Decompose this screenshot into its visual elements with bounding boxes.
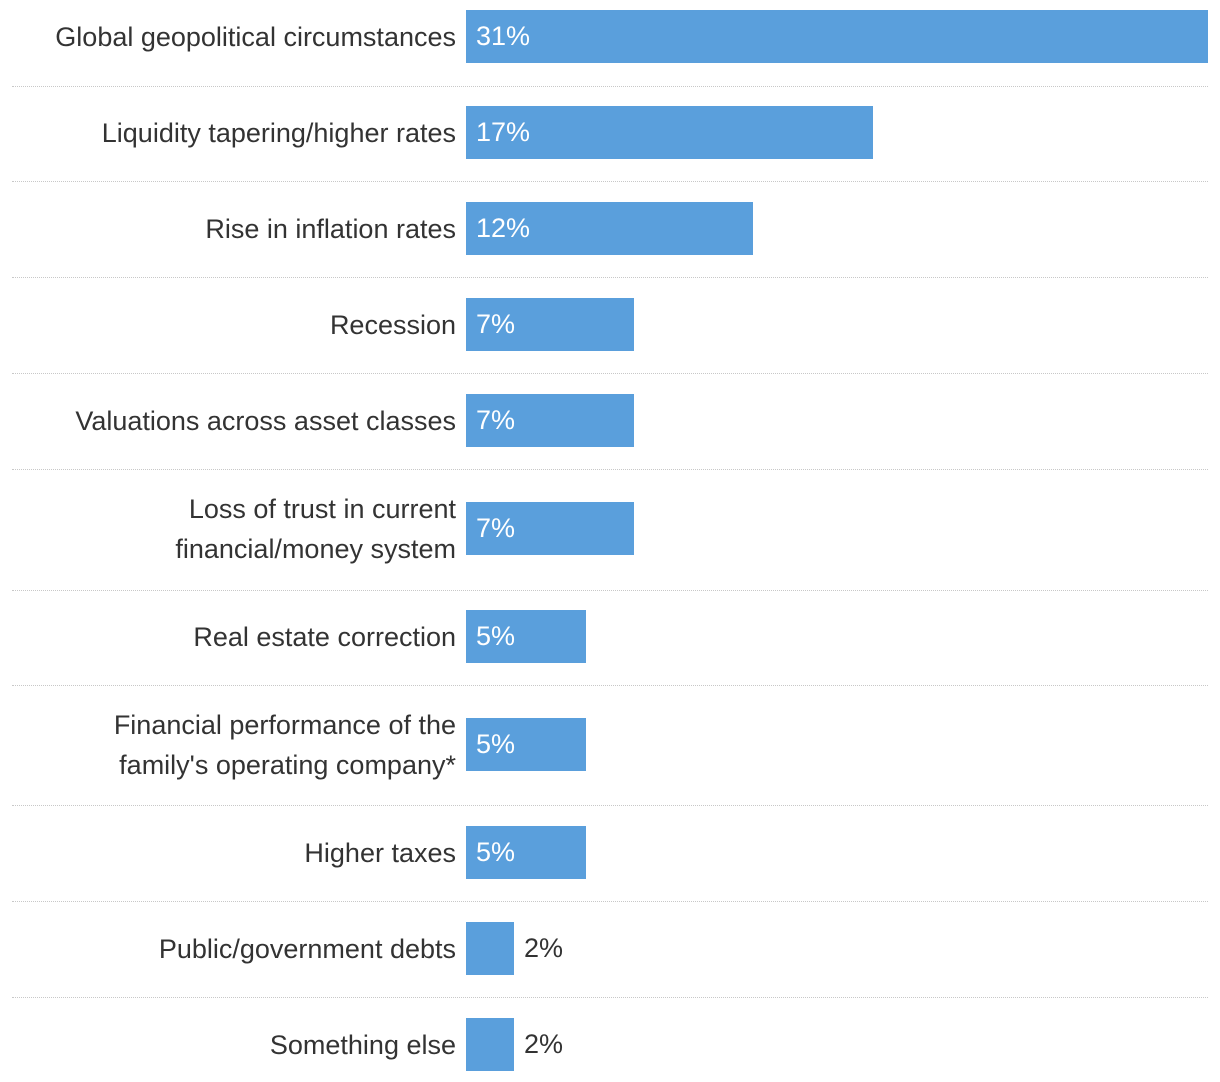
category-label: Valuations across asset classes xyxy=(75,405,456,436)
value-label: 5% xyxy=(476,729,516,759)
category-label: Financial performance of the family's op… xyxy=(113,709,456,780)
category-label: Recession xyxy=(329,309,456,340)
category-label: Liquidity tapering/higher rates xyxy=(101,117,456,148)
bar xyxy=(466,202,753,255)
bar xyxy=(466,718,586,771)
bar xyxy=(466,610,586,663)
value-label: 31% xyxy=(476,21,531,51)
category-label: Global geopolitical circumstances xyxy=(55,21,456,52)
category-label: Real estate correction xyxy=(193,621,456,652)
row-divider xyxy=(12,181,1208,182)
value-label: 12% xyxy=(476,213,531,243)
category-label: Loss of trust in current financial/money… xyxy=(175,493,456,564)
row-divider xyxy=(12,590,1208,591)
bar xyxy=(466,394,634,447)
row-divider xyxy=(12,805,1208,806)
bar xyxy=(466,106,873,159)
category-label: Rise in inflation rates xyxy=(205,213,456,244)
row-divider xyxy=(12,469,1208,470)
bar xyxy=(466,502,634,555)
value-label: 5% xyxy=(476,837,516,867)
value-label: 7% xyxy=(476,513,516,543)
row-divider xyxy=(12,86,1208,87)
row-divider xyxy=(12,997,1208,998)
bar xyxy=(466,922,514,975)
category-label: Higher taxes xyxy=(304,837,456,868)
bar xyxy=(466,826,586,879)
row-divider xyxy=(12,277,1208,278)
bar xyxy=(466,1018,514,1071)
value-label: 7% xyxy=(476,309,516,339)
value-label: 2% xyxy=(524,1029,564,1059)
value-label: 17% xyxy=(476,117,531,147)
category-label: Public/government debts xyxy=(158,933,456,964)
value-label: 2% xyxy=(524,933,564,963)
row-divider xyxy=(12,373,1208,374)
bar xyxy=(466,10,1208,63)
row-divider xyxy=(12,901,1208,902)
value-label: 5% xyxy=(476,621,516,651)
bar xyxy=(466,298,634,351)
row-divider xyxy=(12,685,1208,686)
category-label: Something else xyxy=(269,1029,456,1060)
value-label: 7% xyxy=(476,405,516,435)
